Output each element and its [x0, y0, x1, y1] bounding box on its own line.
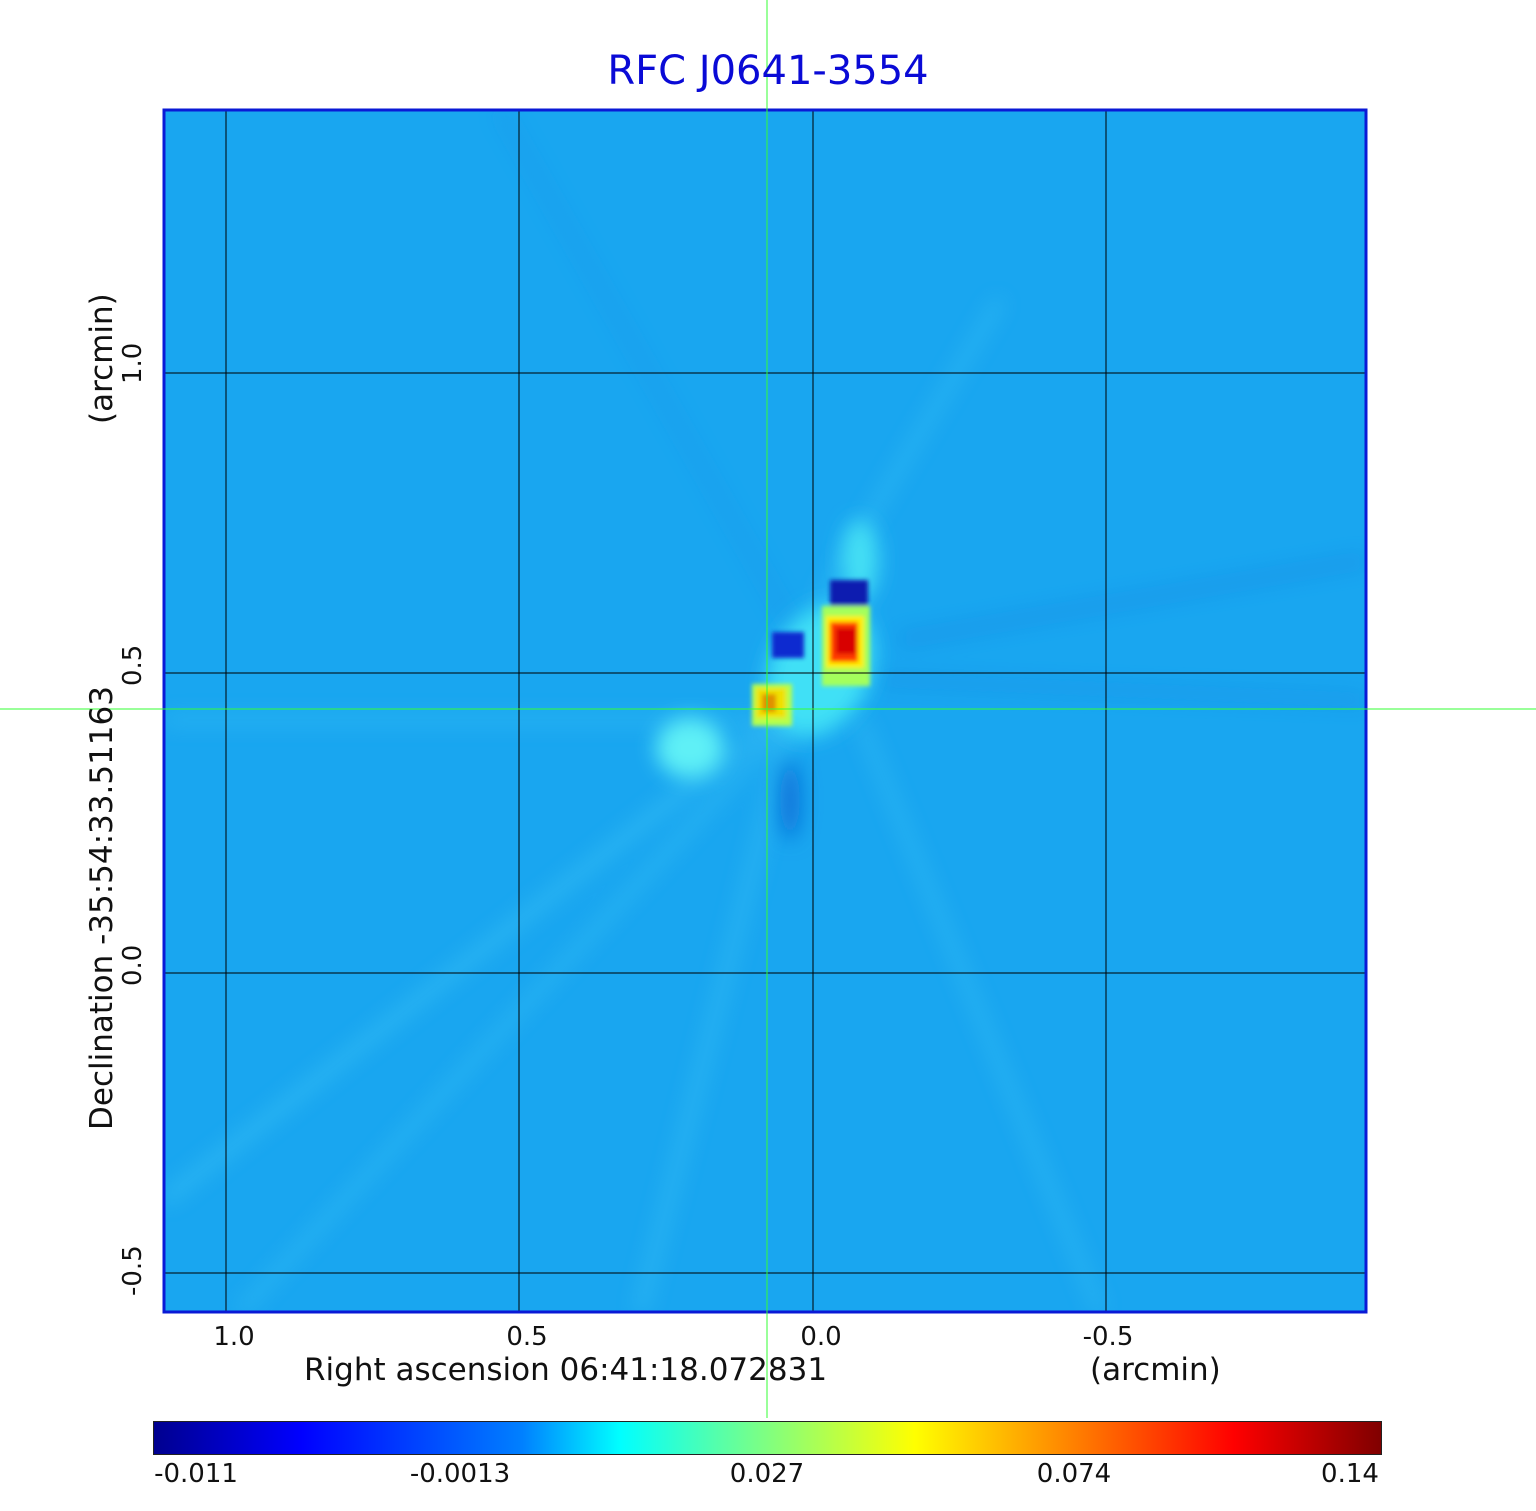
colorbar-tick-label: -0.011: [154, 1459, 238, 1489]
y-tick-label: 1.0: [118, 342, 148, 384]
figure-title: RFC J0641-3554: [607, 48, 929, 94]
y-axis-unit: (arcmin): [84, 293, 120, 424]
colorbar: [153, 1421, 1382, 1455]
y-tick-label: 0.0: [118, 944, 148, 986]
intensity-map: [164, 110, 1366, 1312]
y-axis-label: Declination -35:54:33.51163: [84, 686, 120, 1130]
source-components: [752, 580, 870, 726]
y-tick-label: -0.5: [118, 1245, 148, 1296]
colorbar-tick-label: 0.074: [1036, 1459, 1112, 1489]
colorbar-tick-label: -0.0013: [409, 1459, 511, 1489]
crosshair: [0, 0, 1536, 1418]
x-axis-label: Right ascension 06:41:18.072831: [304, 1352, 828, 1388]
colorbar-tick-label: 0.027: [729, 1459, 805, 1489]
x-tick-label: 0.0: [800, 1322, 842, 1352]
x-tick-label: -0.5: [1082, 1322, 1134, 1352]
coordinate-grid: [164, 110, 1366, 1312]
y-tick-label: 0.5: [118, 644, 148, 686]
x-tick-label: 1.0: [213, 1322, 255, 1352]
colorbar-tick-label: 0.14: [1321, 1459, 1379, 1489]
x-tick-label: 0.5: [506, 1322, 548, 1352]
map-frame: [162, 108, 1368, 1314]
x-axis-unit: (arcmin): [1090, 1352, 1221, 1388]
sidelobe-streaks: [164, 110, 1366, 1312]
